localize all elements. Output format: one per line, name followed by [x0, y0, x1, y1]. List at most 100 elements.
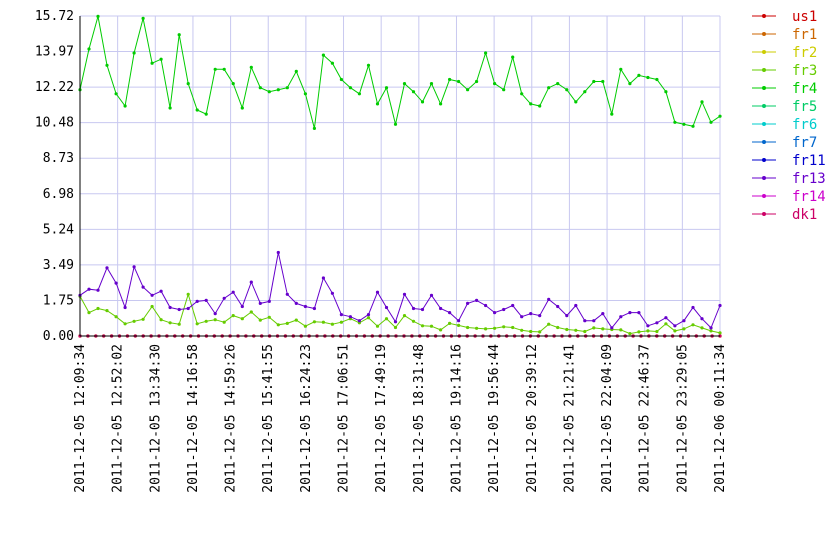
data-point-fr3 — [231, 314, 235, 318]
data-point-fr13 — [132, 265, 136, 269]
data-point-fr3 — [475, 326, 479, 330]
data-point-fr4 — [213, 67, 217, 71]
y-tick-label: 0.00 — [43, 329, 74, 344]
data-point-fr4 — [574, 100, 578, 104]
data-point-fr3 — [303, 324, 307, 328]
data-point-fr13 — [691, 305, 695, 310]
data-point-fr13 — [502, 307, 506, 312]
data-point-fr13 — [682, 319, 686, 323]
data-point-fr13 — [484, 303, 488, 308]
data-point-fr13 — [393, 320, 398, 324]
data-point-fr4 — [601, 79, 605, 84]
data-point-fr13 — [258, 301, 262, 305]
data-point-fr13 — [141, 285, 145, 289]
x-tick-label: 2011-12-05 19:56:44 — [487, 344, 502, 493]
data-point-fr4 — [114, 92, 118, 96]
series-line-fr13 — [79, 252, 721, 329]
data-point-fr4 — [538, 104, 542, 108]
data-point-fr4 — [529, 102, 533, 106]
axes — [79, 16, 720, 337]
data-point-fr3 — [664, 322, 668, 326]
data-point-fr4 — [628, 82, 632, 86]
data-point-fr3 — [466, 325, 470, 330]
data-point-fr3 — [628, 332, 632, 336]
data-point-fr3 — [574, 328, 578, 332]
data-point-fr13 — [150, 293, 154, 297]
legend-entry-fr11: fr11 — [752, 153, 826, 169]
legend: us1 fr1 fr2 fr3 fr4 fr5 fr6 fr7 fr11 fr13 fr14 dk1 — [752, 9, 826, 223]
data-point-fr4 — [204, 112, 208, 116]
legend-marker — [762, 140, 766, 144]
data-point-fr3 — [177, 322, 181, 326]
y-axis-tick-labels: 0.00 1.75 3.49 5.24 6.98 8.73 10.48 12.22 13.97 1… — [35, 9, 74, 344]
data-point-fr13 — [402, 292, 407, 296]
data-point-fr4 — [556, 82, 560, 86]
x-tick-label: 2011-12-05 21:21:41 — [562, 344, 577, 493]
data-point-fr4 — [646, 75, 650, 80]
data-point-fr13 — [249, 280, 253, 284]
x-tick-label: 2011-12-05 17:49:19 — [374, 344, 389, 493]
x-tick-label: 2011-12-05 22:46:37 — [638, 344, 653, 493]
data-point-fr13 — [700, 317, 704, 321]
legend-label: fr14 — [792, 189, 826, 205]
data-point-fr13 — [429, 293, 434, 297]
data-point-fr3 — [87, 311, 91, 315]
data-point-fr4 — [673, 120, 677, 124]
data-point-fr13 — [457, 319, 461, 323]
data-point-fr3 — [330, 322, 334, 326]
data-point-fr3 — [529, 329, 533, 334]
x-tick-label: 2011-12-05 13:34:30 — [148, 344, 163, 493]
legend-entry-fr4: fr4 — [752, 81, 817, 97]
data-point-fr13 — [204, 298, 208, 302]
legend-entry-fr3: fr3 — [752, 63, 817, 79]
y-tick-label: 13.97 — [35, 45, 74, 60]
legend-entry-fr6: fr6 — [752, 117, 817, 133]
data-point-fr3 — [646, 329, 650, 333]
data-point-fr13 — [195, 299, 199, 303]
legend-label: fr5 — [792, 99, 817, 115]
data-point-fr4 — [466, 88, 470, 92]
data-point-fr13 — [448, 311, 452, 315]
data-point-fr3 — [204, 319, 208, 323]
data-point-fr3 — [520, 328, 524, 332]
data-point-fr4 — [87, 47, 91, 51]
legend-label: dk1 — [792, 207, 817, 223]
data-point-fr3 — [601, 327, 605, 331]
data-point-fr4 — [186, 82, 190, 86]
data-point-fr13 — [538, 314, 542, 318]
data-point-fr3 — [556, 325, 560, 330]
data-point-fr13 — [375, 290, 380, 294]
data-point-fr13 — [213, 312, 217, 316]
data-point-fr4 — [276, 88, 280, 92]
x-tick-label: 2011-12-05 14:16:58 — [186, 344, 201, 493]
data-point-fr4 — [682, 122, 686, 126]
x-axis-tick-labels: 2011-12-05 12:09:34 2011-12-05 12:52:02 20… — [73, 344, 728, 493]
data-point-fr4 — [150, 61, 154, 65]
data-point-fr4 — [565, 88, 569, 92]
data-point-fr4 — [294, 69, 298, 73]
data-point-fr4 — [655, 77, 659, 82]
x-tick-label: 2011-12-05 14:59:26 — [224, 344, 239, 493]
data-point-fr4 — [96, 14, 100, 18]
data-point-fr13 — [601, 312, 605, 316]
data-point-fr13 — [384, 305, 389, 310]
data-point-fr3 — [285, 321, 289, 325]
data-point-fr4 — [475, 79, 479, 84]
data-point-fr3 — [132, 319, 136, 323]
data-point-fr4 — [141, 16, 145, 20]
x-tick-label: 2011-12-05 12:52:02 — [111, 344, 126, 493]
data-point-fr3 — [457, 323, 461, 327]
data-point-fr4 — [448, 77, 452, 82]
data-point-fr4 — [493, 82, 497, 86]
data-point-fr13 — [276, 250, 280, 255]
legend-entry-dk1: dk1 — [752, 207, 817, 223]
data-point-fr3 — [384, 317, 389, 321]
data-point-fr4 — [231, 82, 235, 86]
data-point-fr13 — [357, 319, 361, 323]
data-point-fr3 — [321, 320, 325, 324]
data-point-fr3 — [267, 315, 271, 319]
data-point-fr13 — [583, 319, 587, 323]
data-point-fr3 — [96, 306, 100, 311]
data-point-fr13 — [520, 315, 524, 319]
data-point-fr4 — [583, 90, 587, 94]
